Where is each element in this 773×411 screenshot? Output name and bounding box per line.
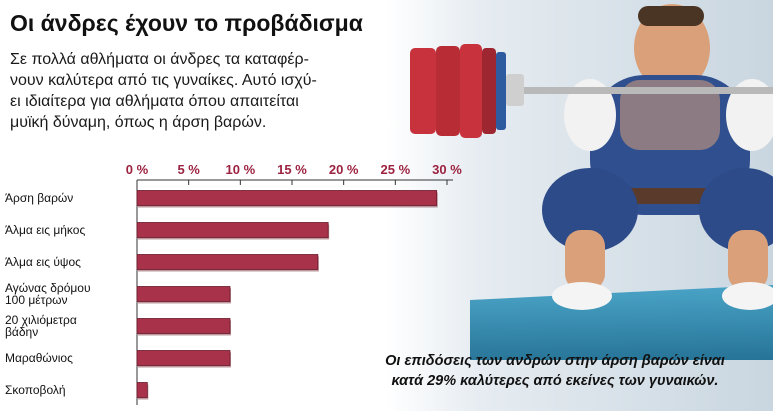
x-tick-label: 30 % [432, 162, 462, 177]
intro-line: νουν καλύτερα από τις γυναίκες. Αυτό ισχ… [10, 72, 317, 89]
lifter-figure [542, 4, 773, 310]
bar [136, 286, 231, 302]
bar [136, 190, 438, 206]
category-label: Άλμα εις ύψος [5, 255, 81, 269]
category-label: Σκοποβολή [5, 383, 66, 397]
intro-line: ει ιδιαίτερα για αθλήματα όπου απαιτείτα… [10, 93, 299, 110]
x-tick-label: 25 % [381, 162, 411, 177]
intro-line: μυϊκή δύναμη, όπως η άρση βαρών. [10, 114, 267, 131]
category-label: Αγώνας δρόμου [5, 281, 91, 295]
x-tick-label: 20 % [329, 162, 359, 177]
category-label: Άλμα εις μήκος [5, 223, 85, 237]
caption-line: κατά 29% καλύτερες από εκείνες των γυναι… [391, 373, 719, 389]
category-label: 20 χιλιόμετρα [5, 313, 77, 327]
bar [136, 350, 231, 366]
intro-line: Σε πολλά αθλήματα οι άνδρες τα καταφέρ- [10, 51, 309, 68]
bar [136, 254, 319, 270]
category-label: βάδην [5, 325, 38, 339]
bar [136, 222, 329, 238]
caption-line: Οι επιδόσεις των ανδρών στην άρση βαρών … [385, 353, 725, 369]
x-tick-label: 10 % [226, 162, 256, 177]
barbell [410, 44, 773, 138]
chart-caption: Οι επιδόσεις των ανδρών στην άρση βαρών … [345, 351, 765, 391]
x-tick-label: 5 % [177, 162, 200, 177]
bar [136, 382, 148, 398]
category-label: 100 μέτρων [5, 293, 68, 307]
x-tick-label: 15 % [277, 162, 307, 177]
category-label: Άρση βαρών [5, 191, 73, 205]
category-label: Μαραθώνιος [5, 351, 73, 365]
chart-title: Οι άνδρες έχουν το προβάδισμα [10, 10, 363, 36]
intro-text: Σε πολλά αθλήματα οι άνδρες τα καταφέρ- … [10, 49, 418, 133]
x-tick-label: 0 % [126, 162, 149, 177]
bar [136, 318, 231, 334]
